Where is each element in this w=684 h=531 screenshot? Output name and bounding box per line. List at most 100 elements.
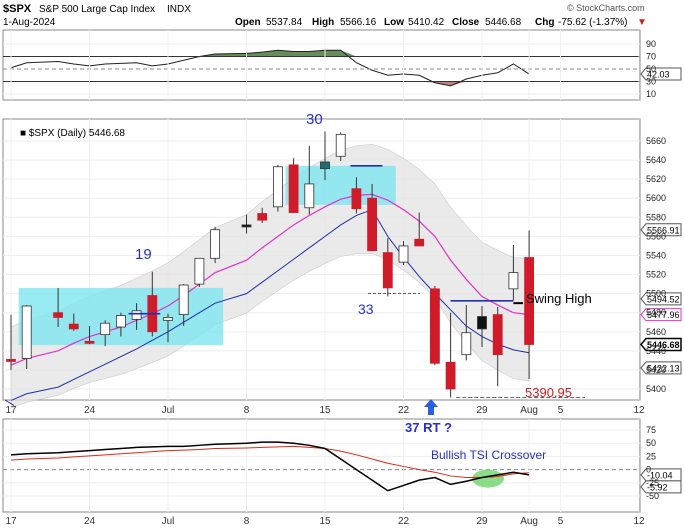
candle-body <box>382 252 393 289</box>
price-tick-label: 5520 <box>646 270 666 280</box>
close-label: Close <box>452 17 480 28</box>
watermark: © StockCharts.com <box>567 3 645 13</box>
x-tick-label: 12 <box>633 516 645 527</box>
tsi-signal-line <box>10 445 530 479</box>
x-tick-label: Aug <box>520 405 538 416</box>
rsi-panel-frame <box>2 29 641 101</box>
rsi-tick-label: 90 <box>646 39 656 49</box>
candle-body <box>304 183 315 209</box>
candle-body <box>461 332 472 356</box>
chg-value: -75.62 (-1.37%) <box>558 17 627 28</box>
candle-body <box>163 317 173 321</box>
price-tick-label: 5600 <box>646 193 666 203</box>
price-tag: 5494.52 <box>647 294 680 304</box>
candle-body <box>320 161 330 170</box>
rsi-line <box>10 49 530 87</box>
x-tick-label: Jul <box>162 405 175 416</box>
candle-body <box>351 188 362 210</box>
candle-body <box>429 288 440 364</box>
candle-body <box>84 340 95 344</box>
x-tick-label: Jul <box>162 516 175 527</box>
candle-body <box>21 305 32 359</box>
x-tick-label: 24 <box>84 516 96 527</box>
candle-body <box>6 359 16 362</box>
tsi-signal-tag-box <box>640 480 682 494</box>
price-tag-box <box>640 308 682 322</box>
price-tick-label: 5500 <box>646 289 666 299</box>
high-label: High <box>312 17 334 28</box>
rsi-value-tag-box <box>640 67 682 81</box>
consolidation-box <box>285 165 396 205</box>
x-tick-label: 15 <box>319 516 331 527</box>
price-tag: 5422.13 <box>647 363 680 373</box>
low-label: Low <box>384 17 404 28</box>
price-tag-box <box>640 223 682 237</box>
price-tick-label: 5640 <box>646 155 666 165</box>
x-tick-label: 17 <box>5 516 17 527</box>
moving-average-blue-lead <box>4 399 15 406</box>
tsi-tick-label: 75 <box>646 425 656 435</box>
price-tick-label: 5440 <box>646 346 666 356</box>
x-tick-label: 22 <box>398 516 410 527</box>
tsi-tick-label: 0 <box>646 465 651 475</box>
candle-body <box>178 284 189 315</box>
x-tick-label: 12 <box>633 405 645 416</box>
x-tick-label: 15 <box>319 405 331 416</box>
tsi-panel-frame <box>2 418 641 513</box>
open-value: 5537.84 <box>266 17 303 28</box>
tsi-value-tag: -10.04 <box>647 470 673 480</box>
x-tick-label: 22 <box>398 405 410 416</box>
price-tag-box <box>640 361 682 375</box>
tsi-tick-label: -50 <box>646 491 659 501</box>
price-tag: 5446.68 <box>647 340 680 350</box>
price-tag: 5566.91 <box>647 225 680 235</box>
price-tag-layer: 5566.91 5494.52 5477.96 5446.68 5422.13 42.03… <box>640 67 682 494</box>
candle-body <box>414 238 425 247</box>
grid-layer <box>3 30 640 512</box>
price-tick-label: 5420 <box>646 365 666 375</box>
price-tag-box <box>640 292 682 306</box>
rsi-tick-label: 50 <box>646 64 656 74</box>
tsi-tick-label: 50 <box>646 438 656 448</box>
annotation-swing-high: Swing High <box>526 291 592 306</box>
candle-body <box>445 361 456 390</box>
x-tick-label: 5 <box>558 516 564 527</box>
candle-body <box>68 323 79 330</box>
moving-average-blue <box>10 209 530 401</box>
tsi-value-tag-box <box>640 468 682 482</box>
high-value: 5566.16 <box>340 17 377 28</box>
price-tick-label: 5620 <box>646 174 666 184</box>
candle-body <box>367 197 378 252</box>
candle-body <box>116 315 126 328</box>
up-arrow-icon <box>424 399 438 415</box>
tsi-tick-label: 25 <box>646 451 656 461</box>
candle-body <box>194 257 205 285</box>
price-tick-label: 5460 <box>646 327 666 337</box>
crossover-highlight <box>472 469 504 488</box>
x-tick-label: 29 <box>476 405 488 416</box>
candle-body <box>210 229 221 259</box>
x-tick-label: 8 <box>244 516 250 527</box>
price-tick-label: 5540 <box>646 250 666 260</box>
price-tick-label: 5400 <box>646 384 666 394</box>
candle-body <box>335 133 346 157</box>
candle-body <box>288 164 299 213</box>
rsi-value-tag: 42.03 <box>647 69 670 79</box>
tsi-line <box>10 441 530 492</box>
x-tick-label: 24 <box>84 405 96 416</box>
candle-body <box>53 312 63 318</box>
axis-layer: 5660564056205600558055605540552055005480… <box>5 39 666 527</box>
x-tick-label: 5 <box>558 405 564 416</box>
price-legend: ■ $SPX (Daily) 5446.68 <box>20 128 125 139</box>
candle-body <box>131 310 142 320</box>
header-symbol: $SPX <box>3 3 32 15</box>
price-tick-label: 5480 <box>646 308 666 318</box>
price-tag: 5477.96 <box>647 310 680 320</box>
candle-body <box>492 314 503 356</box>
chg-label: Chg <box>535 17 554 28</box>
close-value: 5446.68 <box>485 17 522 28</box>
header-name: S&P 500 Large Cap Index <box>39 4 155 15</box>
x-tick-label: 17 <box>5 405 17 416</box>
price-tick-label: 5580 <box>646 212 666 222</box>
